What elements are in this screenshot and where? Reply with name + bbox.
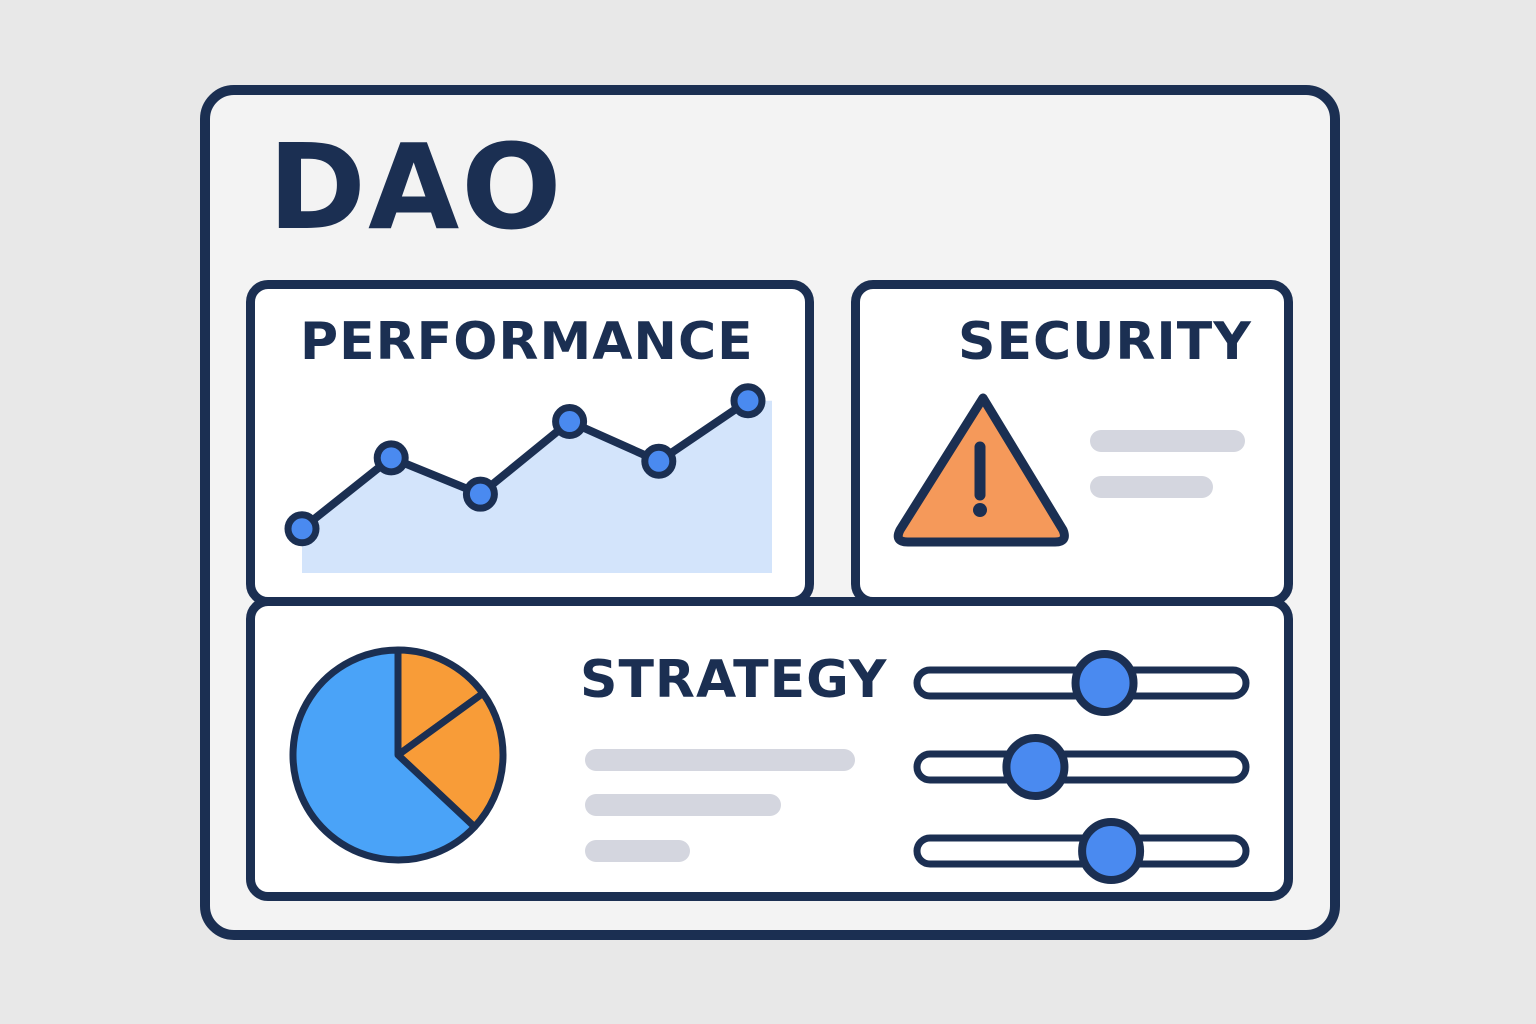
strategy-sliders	[913, 650, 1250, 884]
chart-point	[284, 511, 320, 547]
strategy-text-placeholder	[585, 840, 690, 862]
slider[interactable]	[913, 734, 1250, 800]
slider-knob[interactable]	[1071, 650, 1138, 716]
security-title: SECURITY	[958, 312, 1252, 372]
security-text-placeholder	[1090, 476, 1213, 498]
security-panel	[851, 280, 1293, 606]
chart-area	[302, 400, 772, 573]
pie-slice	[394, 689, 507, 831]
strategy-text-placeholder	[585, 749, 855, 771]
strategy-text-placeholder	[585, 794, 781, 816]
chart-point	[462, 476, 498, 512]
pie-slice	[394, 646, 487, 759]
page-title: DAO	[268, 118, 564, 256]
slider-knob[interactable]	[1078, 818, 1145, 884]
slider-track[interactable]	[913, 750, 1250, 784]
chart-point	[552, 404, 588, 440]
strategy-title: STRATEGY	[580, 650, 888, 710]
slider-knob[interactable]	[1002, 734, 1069, 800]
performance-title: PERFORMANCE	[300, 312, 754, 372]
strategy-pie-chart	[289, 646, 507, 864]
chart-point	[373, 440, 409, 476]
chart-line	[299, 397, 751, 532]
pie-slice	[289, 646, 479, 864]
slider[interactable]	[913, 650, 1250, 716]
chart-point	[730, 383, 766, 419]
chart-point	[641, 443, 677, 479]
performance-chart	[284, 383, 772, 573]
slider[interactable]	[913, 818, 1250, 884]
warning-triangle-icon	[893, 393, 1069, 547]
security-text-placeholder	[1090, 430, 1245, 452]
